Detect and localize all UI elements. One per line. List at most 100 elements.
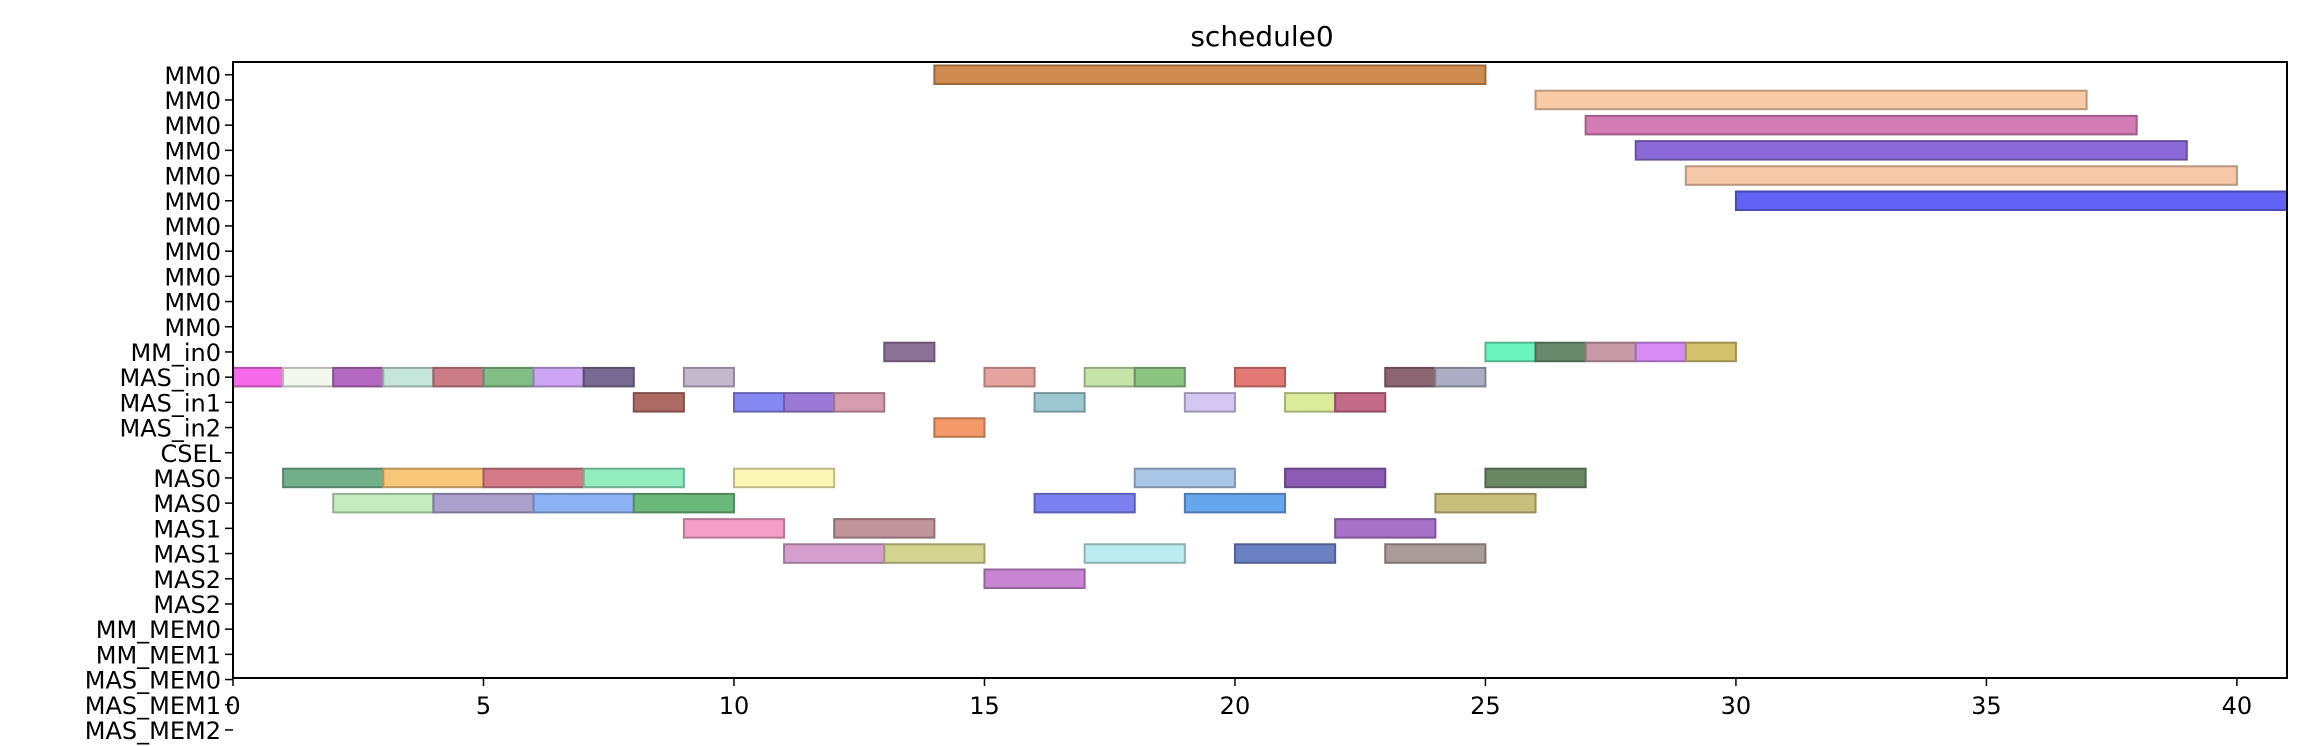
- task-bar: [282, 467, 385, 489]
- y-tick-label: MM_MEM1: [96, 641, 221, 669]
- task-bar: [532, 492, 635, 514]
- task-bar: [1584, 114, 2138, 136]
- task-bar: [1183, 492, 1287, 514]
- x-tick-label: 5: [476, 692, 491, 720]
- y-tick-label: MM0: [164, 112, 221, 140]
- y-tick-label: MAS1: [153, 515, 221, 543]
- x-tick-label: 20: [1220, 692, 1251, 720]
- task-bar: [732, 392, 786, 413]
- task-bar: [1133, 366, 1186, 388]
- task-bar: [1033, 492, 1136, 514]
- y-tick-label: MM0: [164, 314, 221, 342]
- y-tick-label: CSEL: [160, 440, 221, 468]
- y-tick-label: MAS0: [153, 490, 221, 518]
- task-bar: [632, 492, 735, 514]
- x-tick-label: 10: [719, 692, 750, 720]
- task-bar: [1233, 366, 1287, 388]
- chart-title: schedule0: [1190, 20, 1333, 53]
- y-tick-label: MM0: [164, 238, 221, 266]
- task-bar: [883, 543, 986, 564]
- task-bar: [933, 417, 986, 438]
- y-tick-label: MAS2: [153, 566, 221, 594]
- y-tick-label: MAS_MEM2: [85, 717, 221, 745]
- y-tick-label: MAS_MEM1: [85, 692, 221, 720]
- task-bar: [933, 64, 1487, 85]
- task-bar: [1083, 543, 1186, 564]
- task-bar: [332, 492, 435, 514]
- task-bar: [1334, 518, 1437, 539]
- task-bar: [382, 366, 435, 388]
- x-tick-label: 35: [1971, 692, 2002, 720]
- x-axis: 0 5 10 15 20 25 30 35 40: [225, 678, 2252, 720]
- x-tick-label: 30: [1721, 692, 1752, 720]
- task-bar: [682, 518, 786, 539]
- y-axis: MM0MM0MM0MM0MM0MM0MM0MM0MM0MM0MM0MM_in0M…: [85, 62, 233, 746]
- x-tick-label: 15: [969, 692, 1000, 720]
- bar-group: [232, 64, 2289, 589]
- y-tick-label: MAS_in1: [119, 389, 221, 417]
- task-bar: [1634, 140, 2188, 161]
- task-bar: [1284, 392, 1337, 413]
- y-tick-label: MAS_in0: [119, 364, 221, 392]
- task-bar: [1384, 366, 1437, 388]
- task-bar: [1684, 341, 1737, 363]
- task-bar: [1684, 165, 2238, 186]
- y-tick-label: MAS_in2: [119, 415, 221, 443]
- y-tick-label: MM_MEM0: [96, 616, 221, 644]
- y-tick-label: MM0: [164, 263, 221, 291]
- y-tick-label: MAS_MEM3: [85, 742, 221, 746]
- task-bar: [1434, 366, 1487, 388]
- task-bar: [232, 366, 285, 388]
- task-bar: [833, 518, 936, 539]
- x-tick-label: 25: [1470, 692, 1501, 720]
- y-tick-label: MM0: [164, 137, 221, 165]
- task-bar: [1634, 341, 1687, 363]
- y-tick-label: MAS2: [153, 591, 221, 619]
- task-bar: [532, 366, 585, 388]
- task-bar: [732, 467, 836, 489]
- y-tick-label: MM0: [164, 62, 221, 90]
- task-bar: [382, 467, 485, 489]
- task-bar: [332, 366, 385, 388]
- task-bar: [432, 366, 485, 388]
- y-tick-label: MM_in0: [130, 339, 221, 367]
- task-bar: [582, 366, 635, 388]
- task-bar: [833, 392, 886, 413]
- task-bar: [482, 467, 585, 489]
- y-tick-label: MM0: [164, 163, 221, 191]
- task-bar: [1183, 392, 1236, 413]
- task-bar: [783, 392, 836, 413]
- y-tick-label: MAS1: [153, 541, 221, 569]
- task-bar: [1484, 467, 1587, 489]
- plot-frame: [232, 61, 2288, 679]
- task-bar: [1534, 341, 1587, 363]
- task-bar: [482, 366, 535, 388]
- task-bar: [1484, 341, 1537, 363]
- task-bar: [1734, 190, 2289, 211]
- task-bar: [1584, 341, 1637, 363]
- y-tick-label: MAS_MEM0: [85, 667, 221, 695]
- task-bar: [1534, 89, 2088, 111]
- task-bar: [1133, 467, 1236, 489]
- x-tick-label: 40: [2222, 692, 2253, 720]
- task-bar: [282, 366, 335, 388]
- task-bar: [1434, 492, 1537, 514]
- x-tick-label: 0: [225, 692, 240, 720]
- task-bar: [632, 392, 685, 413]
- task-bar: [432, 492, 535, 514]
- task-bar: [1233, 543, 1337, 564]
- task-bar: [1334, 392, 1387, 413]
- task-bar: [1083, 366, 1136, 388]
- task-bar: [883, 341, 936, 363]
- y-tick-label: MM0: [164, 87, 221, 115]
- task-bar: [1284, 467, 1387, 489]
- task-bar: [983, 568, 1086, 589]
- task-bar: [1033, 392, 1086, 413]
- task-bar: [582, 467, 685, 489]
- y-tick-label: MM0: [164, 188, 221, 216]
- task-bar: [1384, 543, 1487, 564]
- y-tick-label: MAS0: [153, 465, 221, 493]
- task-bar: [983, 366, 1036, 388]
- task-bar: [682, 366, 735, 388]
